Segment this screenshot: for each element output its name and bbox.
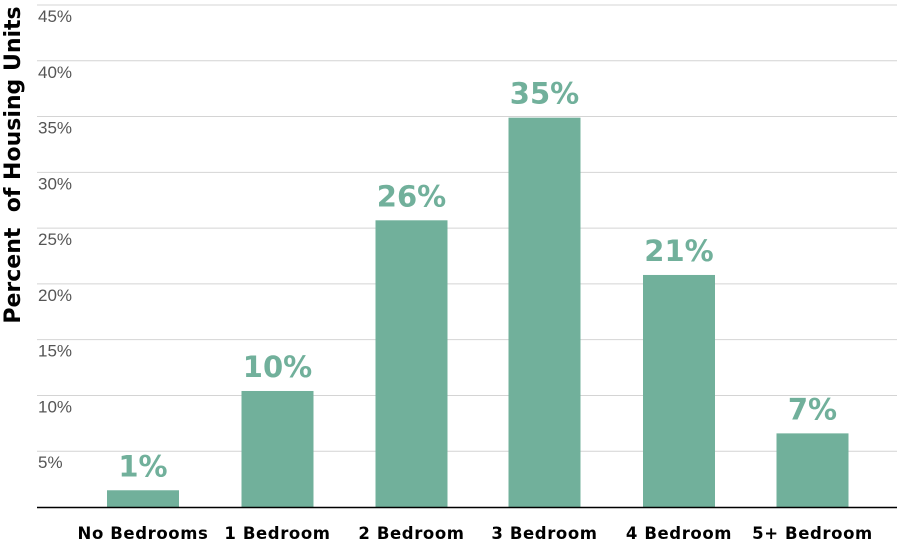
bar	[643, 274, 715, 507]
data-label: 1%	[118, 449, 167, 483]
bar	[107, 490, 179, 507]
bars	[107, 117, 849, 507]
y-axis-title: Percent of Housing Units	[1, 6, 26, 323]
y-tick-label: 40%	[38, 63, 72, 82]
x-tick-label: No Bedrooms	[78, 524, 209, 543]
bar	[508, 117, 581, 507]
x-tick-label: 1 Bedroom	[224, 524, 330, 543]
data-label: 10%	[243, 350, 312, 384]
y-tick-label: 10%	[38, 397, 72, 416]
x-tick-label: 2 Bedroom	[358, 524, 464, 543]
data-label: 7%	[788, 392, 837, 426]
y-tick-label: 45%	[38, 7, 72, 26]
bar	[776, 433, 849, 507]
x-tick-label: 4 Bedroom	[626, 524, 732, 543]
bar	[241, 390, 314, 507]
x-tick-label: 5+ Bedroom	[752, 524, 873, 543]
data-labels: 1% 10% 26% 35% 21% 7%	[118, 77, 837, 484]
data-label: 21%	[644, 234, 713, 268]
y-tick-label: 20%	[38, 286, 72, 305]
y-tick-label: 30%	[38, 174, 72, 193]
y-tick-label: 5%	[38, 453, 63, 472]
y-tick-label: 15%	[38, 342, 72, 361]
gridlines	[37, 4, 897, 452]
data-label: 35%	[510, 77, 579, 111]
x-tick-label: 3 Bedroom	[491, 524, 597, 543]
bar	[375, 220, 448, 507]
x-axis-ticks: No Bedrooms 1 Bedroom 2 Bedroom 3 Bedroom 4 …	[78, 524, 873, 543]
y-tick-label: 25%	[38, 230, 72, 249]
y-tick-label: 35%	[38, 119, 72, 138]
data-label: 26%	[377, 179, 446, 213]
y-axis-ticks: 5% 10% 15% 20% 25% 30% 35% 40% 45%	[38, 7, 72, 472]
